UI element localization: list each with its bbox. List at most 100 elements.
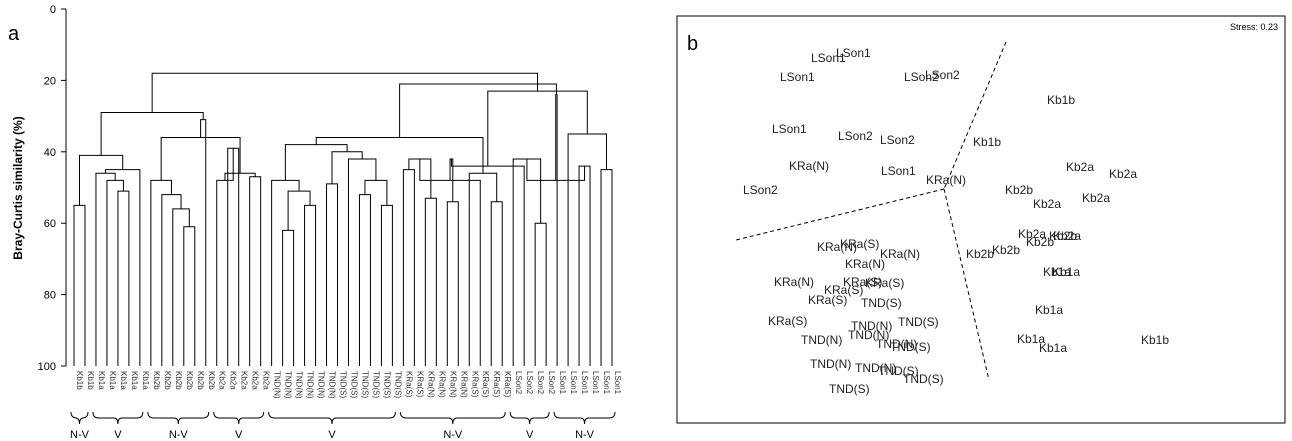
group-label: N-V bbox=[575, 429, 595, 441]
leaf-label: LSon1 bbox=[613, 371, 622, 395]
ordination-point-label: Kb2a bbox=[1018, 227, 1046, 241]
leaf-label: TND(S) bbox=[382, 371, 391, 398]
ordination-point-label: Kb1b bbox=[973, 135, 1001, 149]
ordination-point-label: Kb1a bbox=[1039, 341, 1067, 355]
dendrogram-branch bbox=[424, 197, 437, 366]
leaf-label: KRa(S) bbox=[503, 371, 512, 398]
leaf-label: LSon2 bbox=[514, 371, 523, 395]
ordination-point-label: TND(S) bbox=[878, 364, 919, 378]
leaf-label: Kb2b bbox=[152, 371, 161, 390]
group-bracket bbox=[92, 411, 144, 425]
ordination-point-label: LSon2 bbox=[904, 70, 939, 84]
ordination-point-label: TND(N) bbox=[851, 319, 892, 333]
group-label: V bbox=[114, 429, 122, 441]
leaf-label: KRa(S) bbox=[470, 371, 479, 398]
ordination-point-label: KRa(S) bbox=[843, 275, 882, 289]
ordination-point-label: LSon2 bbox=[880, 133, 915, 147]
ordination-point-label: Kb2b bbox=[1049, 229, 1077, 243]
leaf-label: Kb1a bbox=[141, 371, 150, 390]
dendrogram-branch bbox=[160, 137, 241, 181]
ordination-point-label: Kb2a bbox=[1053, 229, 1081, 243]
dendrogram-branch bbox=[287, 190, 311, 231]
dendrogram-leaf-labels: Kb1b Kb1b Kb1a Kb1a Kb1a Kb1a Kb1a Kb2b Kb2b Kb2b… bbox=[75, 371, 622, 399]
y-tick-label: 20 bbox=[44, 75, 56, 87]
dendrogram-branch bbox=[172, 208, 190, 366]
leaf-label: KRa(N) bbox=[448, 371, 457, 398]
ordination-point-label: Kb1b bbox=[1047, 93, 1075, 107]
group-bracket bbox=[399, 411, 506, 425]
dendrogram-branch bbox=[100, 112, 204, 156]
ordination-point-label: KRa(S) bbox=[808, 293, 847, 307]
dendrogram-branch bbox=[402, 169, 415, 366]
dendrogram-branch bbox=[347, 158, 377, 366]
leaf-label: KRa(S) bbox=[415, 371, 424, 398]
leaf-label: TND(S) bbox=[393, 371, 402, 398]
group-label: V bbox=[526, 429, 534, 441]
leaf-label: Kb2b bbox=[207, 371, 216, 390]
y-tick-label: 60 bbox=[44, 218, 56, 230]
ordination-point-label: KRa(N) bbox=[774, 275, 814, 289]
leaf-label: Kb1a bbox=[97, 371, 106, 390]
ordination-point-label: LSon1 bbox=[881, 164, 916, 178]
leaf-label: TND(N) bbox=[317, 371, 326, 399]
ordination-point-label: KRa(N) bbox=[926, 173, 966, 187]
ordination-point-label: TND(S) bbox=[890, 340, 931, 354]
dendrogram-branch bbox=[161, 194, 182, 366]
y-axis-ticks: 0 20 40 60 80 100 bbox=[38, 4, 66, 373]
ordination-point-label: Kb1a bbox=[1043, 265, 1071, 279]
ordination-point-label: TND(S) bbox=[861, 296, 902, 310]
ordination-point-label: Kb1b bbox=[1141, 333, 1169, 347]
dendrogram-branch bbox=[399, 83, 557, 138]
dendrogram-branch bbox=[578, 165, 591, 366]
dendrogram-branch bbox=[227, 147, 240, 366]
ordination-dividers bbox=[735, 41, 1007, 381]
group-bracket bbox=[553, 411, 616, 425]
dendrogram-branch bbox=[555, 94, 558, 366]
leaf-label: LSon1 bbox=[602, 371, 611, 395]
ordination-point-label: LSon1 bbox=[836, 46, 871, 60]
ordination-point-label: LSon1 bbox=[811, 51, 846, 65]
dendrogram-branch bbox=[326, 183, 339, 366]
ordination-point-label: Kb2a bbox=[1109, 167, 1137, 181]
leaf-label: Kb1a bbox=[108, 371, 117, 390]
divider-line bbox=[943, 41, 1007, 190]
y-tick-label: 40 bbox=[44, 147, 56, 159]
leaf-label: Kb1a bbox=[130, 371, 139, 390]
ordination-point-label: KRa(N) bbox=[789, 159, 829, 173]
ordination-point-label: Kb1a bbox=[1017, 332, 1045, 346]
divider-line bbox=[943, 188, 990, 381]
ordination-point-label: KRa(S) bbox=[865, 276, 904, 290]
leaf-label: LSon1 bbox=[580, 371, 589, 395]
dendrogram-branch bbox=[216, 148, 234, 366]
leaf-label: Kb2a bbox=[240, 371, 249, 390]
group-bracket bbox=[70, 411, 89, 425]
ordination-point-label: LSon1 bbox=[780, 70, 815, 84]
dendrogram-branch bbox=[151, 72, 539, 113]
dendrogram-branch bbox=[105, 169, 141, 366]
leaf-label: Kb2b bbox=[163, 371, 172, 390]
leaf-label: KRa(S) bbox=[404, 371, 413, 398]
dendrogram-branch bbox=[249, 176, 262, 366]
leaf-label: LSon2 bbox=[525, 371, 534, 395]
ordination-point-label: TND(S) bbox=[898, 315, 939, 329]
group-label: N-V bbox=[169, 429, 189, 441]
leaf-label: TND(S) bbox=[349, 371, 358, 398]
dendrogram-branch bbox=[73, 204, 86, 366]
ordination-point-label: Kb2a bbox=[1033, 197, 1061, 211]
ordination-point-label: LSon2 bbox=[925, 68, 960, 82]
ordination-point-label: KRa(N) bbox=[880, 247, 920, 261]
leaf-label: Kb2b bbox=[196, 371, 205, 390]
group-bracket bbox=[509, 411, 550, 425]
dendrogram-branch bbox=[512, 158, 542, 366]
dendrogram-panel: a 0 20 40 60 80 100 Bray-Curtis similarity (%… bbox=[8, 4, 622, 441]
dendrogram-branch bbox=[200, 119, 207, 366]
group-bracket bbox=[147, 411, 210, 425]
leaf-label: TND(S) bbox=[339, 371, 348, 398]
dendrogram-branches bbox=[73, 72, 613, 366]
leaf-label: Kb2b bbox=[185, 371, 194, 390]
dendrogram-branch bbox=[315, 137, 484, 174]
ordination-point-label: Kb1a bbox=[1052, 265, 1080, 279]
panel-a-letter: a bbox=[8, 23, 20, 45]
dendrogram-branch bbox=[358, 194, 371, 366]
